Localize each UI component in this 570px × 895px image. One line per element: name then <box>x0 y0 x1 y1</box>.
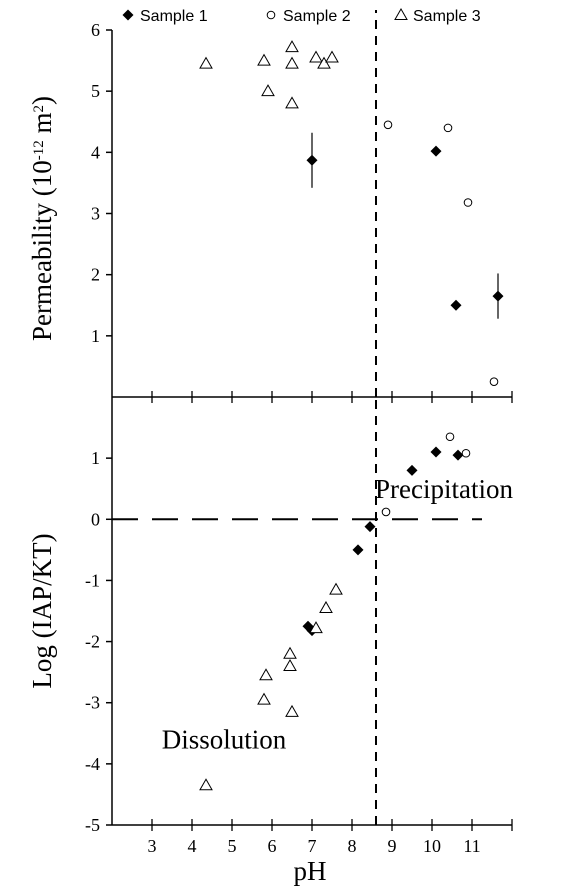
legend-marker <box>394 7 408 20</box>
data-point <box>309 621 323 634</box>
x-tick-label: 7 <box>308 836 317 856</box>
x-tick-label: 3 <box>148 836 157 856</box>
series-sample-2 <box>383 120 499 387</box>
data-point <box>309 50 323 63</box>
x-axis-label: pH <box>294 856 327 886</box>
data-point <box>317 56 331 69</box>
legend-marker <box>266 10 276 20</box>
x-tick-label: 8 <box>348 836 357 856</box>
legend-entry-sample-3: Sample 3 <box>394 7 481 25</box>
legend-entry-sample-1: Sample 1 <box>122 8 208 25</box>
data-point <box>461 448 471 458</box>
top-y-tick-label: 5 <box>91 81 100 101</box>
x-tick-label: 5 <box>228 836 237 856</box>
data-point <box>257 692 271 705</box>
data-point <box>383 120 393 130</box>
bottom-y-tick-label: -1 <box>85 570 100 590</box>
data-point <box>406 464 418 476</box>
top-y-tick-label: 4 <box>91 142 100 162</box>
data-point <box>285 96 299 109</box>
y-axis-label: Permeability (10-12 m2) <box>27 96 57 341</box>
data-point <box>430 145 442 157</box>
data-point <box>352 544 364 556</box>
legend: Sample 1 Sample 2 Sample 3 <box>122 7 481 25</box>
data-point <box>199 778 213 791</box>
x-tick-label: 10 <box>423 836 441 856</box>
data-point <box>259 668 273 681</box>
data-point <box>325 50 339 63</box>
bottom-y-tick-label: -3 <box>85 693 100 713</box>
data-point <box>261 84 275 97</box>
annotation-dissolution: Dissolution <box>162 725 287 755</box>
bottom-y-tick-label: -5 <box>85 815 100 835</box>
data-point <box>257 53 271 66</box>
annotation-precipitation: Precipitation <box>375 474 513 504</box>
data-point <box>463 198 473 207</box>
series-sample-3 <box>199 582 343 791</box>
series-sample-1 <box>302 446 464 637</box>
bottom-y-tick-label: -4 <box>85 754 100 774</box>
top-y-tick-label: 6 <box>91 20 100 40</box>
series-sample-1 <box>306 132 504 319</box>
legend-label: Sample 1 <box>140 8 208 25</box>
x-tick-label: 6 <box>268 836 277 856</box>
top-y-tick-label: 2 <box>91 265 100 285</box>
data-point <box>306 154 318 166</box>
x-tick-label: 9 <box>388 836 397 856</box>
series-sample-2 <box>381 432 471 517</box>
series-sample-3 <box>199 40 339 109</box>
saturation-index-panel: -5 -4 -3 -2 -1 0 1 3 4 5 6 7 8 9 10 11 Precipitation Diss… <box>27 397 513 886</box>
data-point <box>381 507 391 517</box>
data-point <box>285 40 299 53</box>
data-point <box>283 659 297 672</box>
legend-marker <box>122 9 134 21</box>
data-point <box>285 704 299 717</box>
data-point <box>445 432 455 442</box>
data-point <box>492 290 504 302</box>
data-point <box>283 646 297 659</box>
legend-label: Sample 3 <box>413 8 481 25</box>
legend-label: Sample 2 <box>283 8 351 25</box>
data-point <box>364 521 376 533</box>
data-point <box>199 56 213 69</box>
data-point <box>430 446 442 458</box>
data-point <box>443 123 453 133</box>
bottom-y-tick-label: -2 <box>85 632 100 652</box>
data-point <box>450 299 462 311</box>
data-point <box>319 600 333 613</box>
data-point <box>452 449 464 461</box>
data-point <box>489 377 499 387</box>
top-y-tick-label: 3 <box>91 204 100 224</box>
legend-entry-sample-2: Sample 2 <box>266 8 351 25</box>
data-point <box>329 582 343 595</box>
bottom-y-tick-label: 0 <box>91 509 100 529</box>
permeability-panel: 1 2 3 4 5 6 Permeability (10-12 m2) <box>27 10 513 403</box>
data-point <box>285 56 299 69</box>
bottom-y-tick-label: 1 <box>91 448 100 468</box>
top-y-tick-label: 1 <box>91 326 100 346</box>
x-tick-label: 4 <box>188 836 197 856</box>
x-tick-label: 11 <box>463 836 480 856</box>
y-axis-label: Log (IAP/KT) <box>27 533 57 688</box>
